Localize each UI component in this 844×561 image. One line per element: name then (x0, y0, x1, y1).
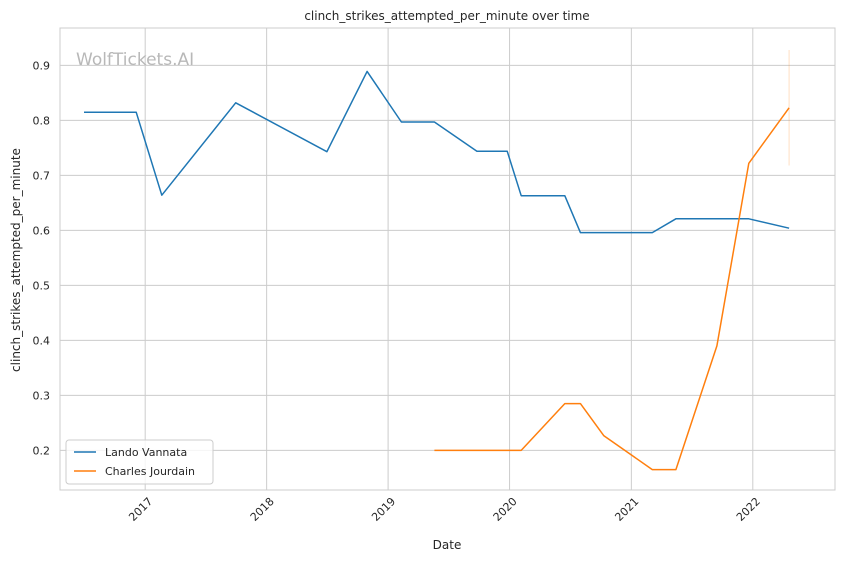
y-axis-ticks: 0.2 0.3 0.4 0.5 0.6 0.7 0.8 0.9 (33, 59, 51, 457)
series-line-0 (84, 70, 790, 234)
legend-label: Charles Jourdain (105, 465, 195, 478)
y-tick-label: 0.9 (33, 59, 51, 72)
plot-frame (59, 27, 836, 491)
x-axis-label: Date (433, 538, 462, 552)
gridlines (60, 28, 835, 490)
watermark-text: WolfTickets.AI (76, 50, 194, 70)
y-tick-label: 0.5 (33, 279, 51, 292)
legend: Lando Vannata Charles Jourdain (65, 439, 214, 485)
y-tick-label: 0.6 (33, 224, 51, 237)
legend-box (65, 439, 214, 485)
y-tick-label: 0.4 (33, 334, 51, 347)
series-lines (84, 70, 790, 471)
y-axis-label: clinch_strikes_attempted_per_minute (9, 148, 23, 372)
chart-title: clinch_strikes_attempted_per_minute over… (304, 9, 589, 23)
y-tick-label: 0.2 (33, 444, 51, 457)
y-tick-label: 0.8 (33, 114, 51, 127)
y-tick-label: 0.7 (33, 169, 51, 182)
legend-label: Lando Vannata (105, 446, 187, 459)
y-tick-label: 0.3 (33, 389, 51, 402)
series-line-1 (434, 107, 790, 471)
